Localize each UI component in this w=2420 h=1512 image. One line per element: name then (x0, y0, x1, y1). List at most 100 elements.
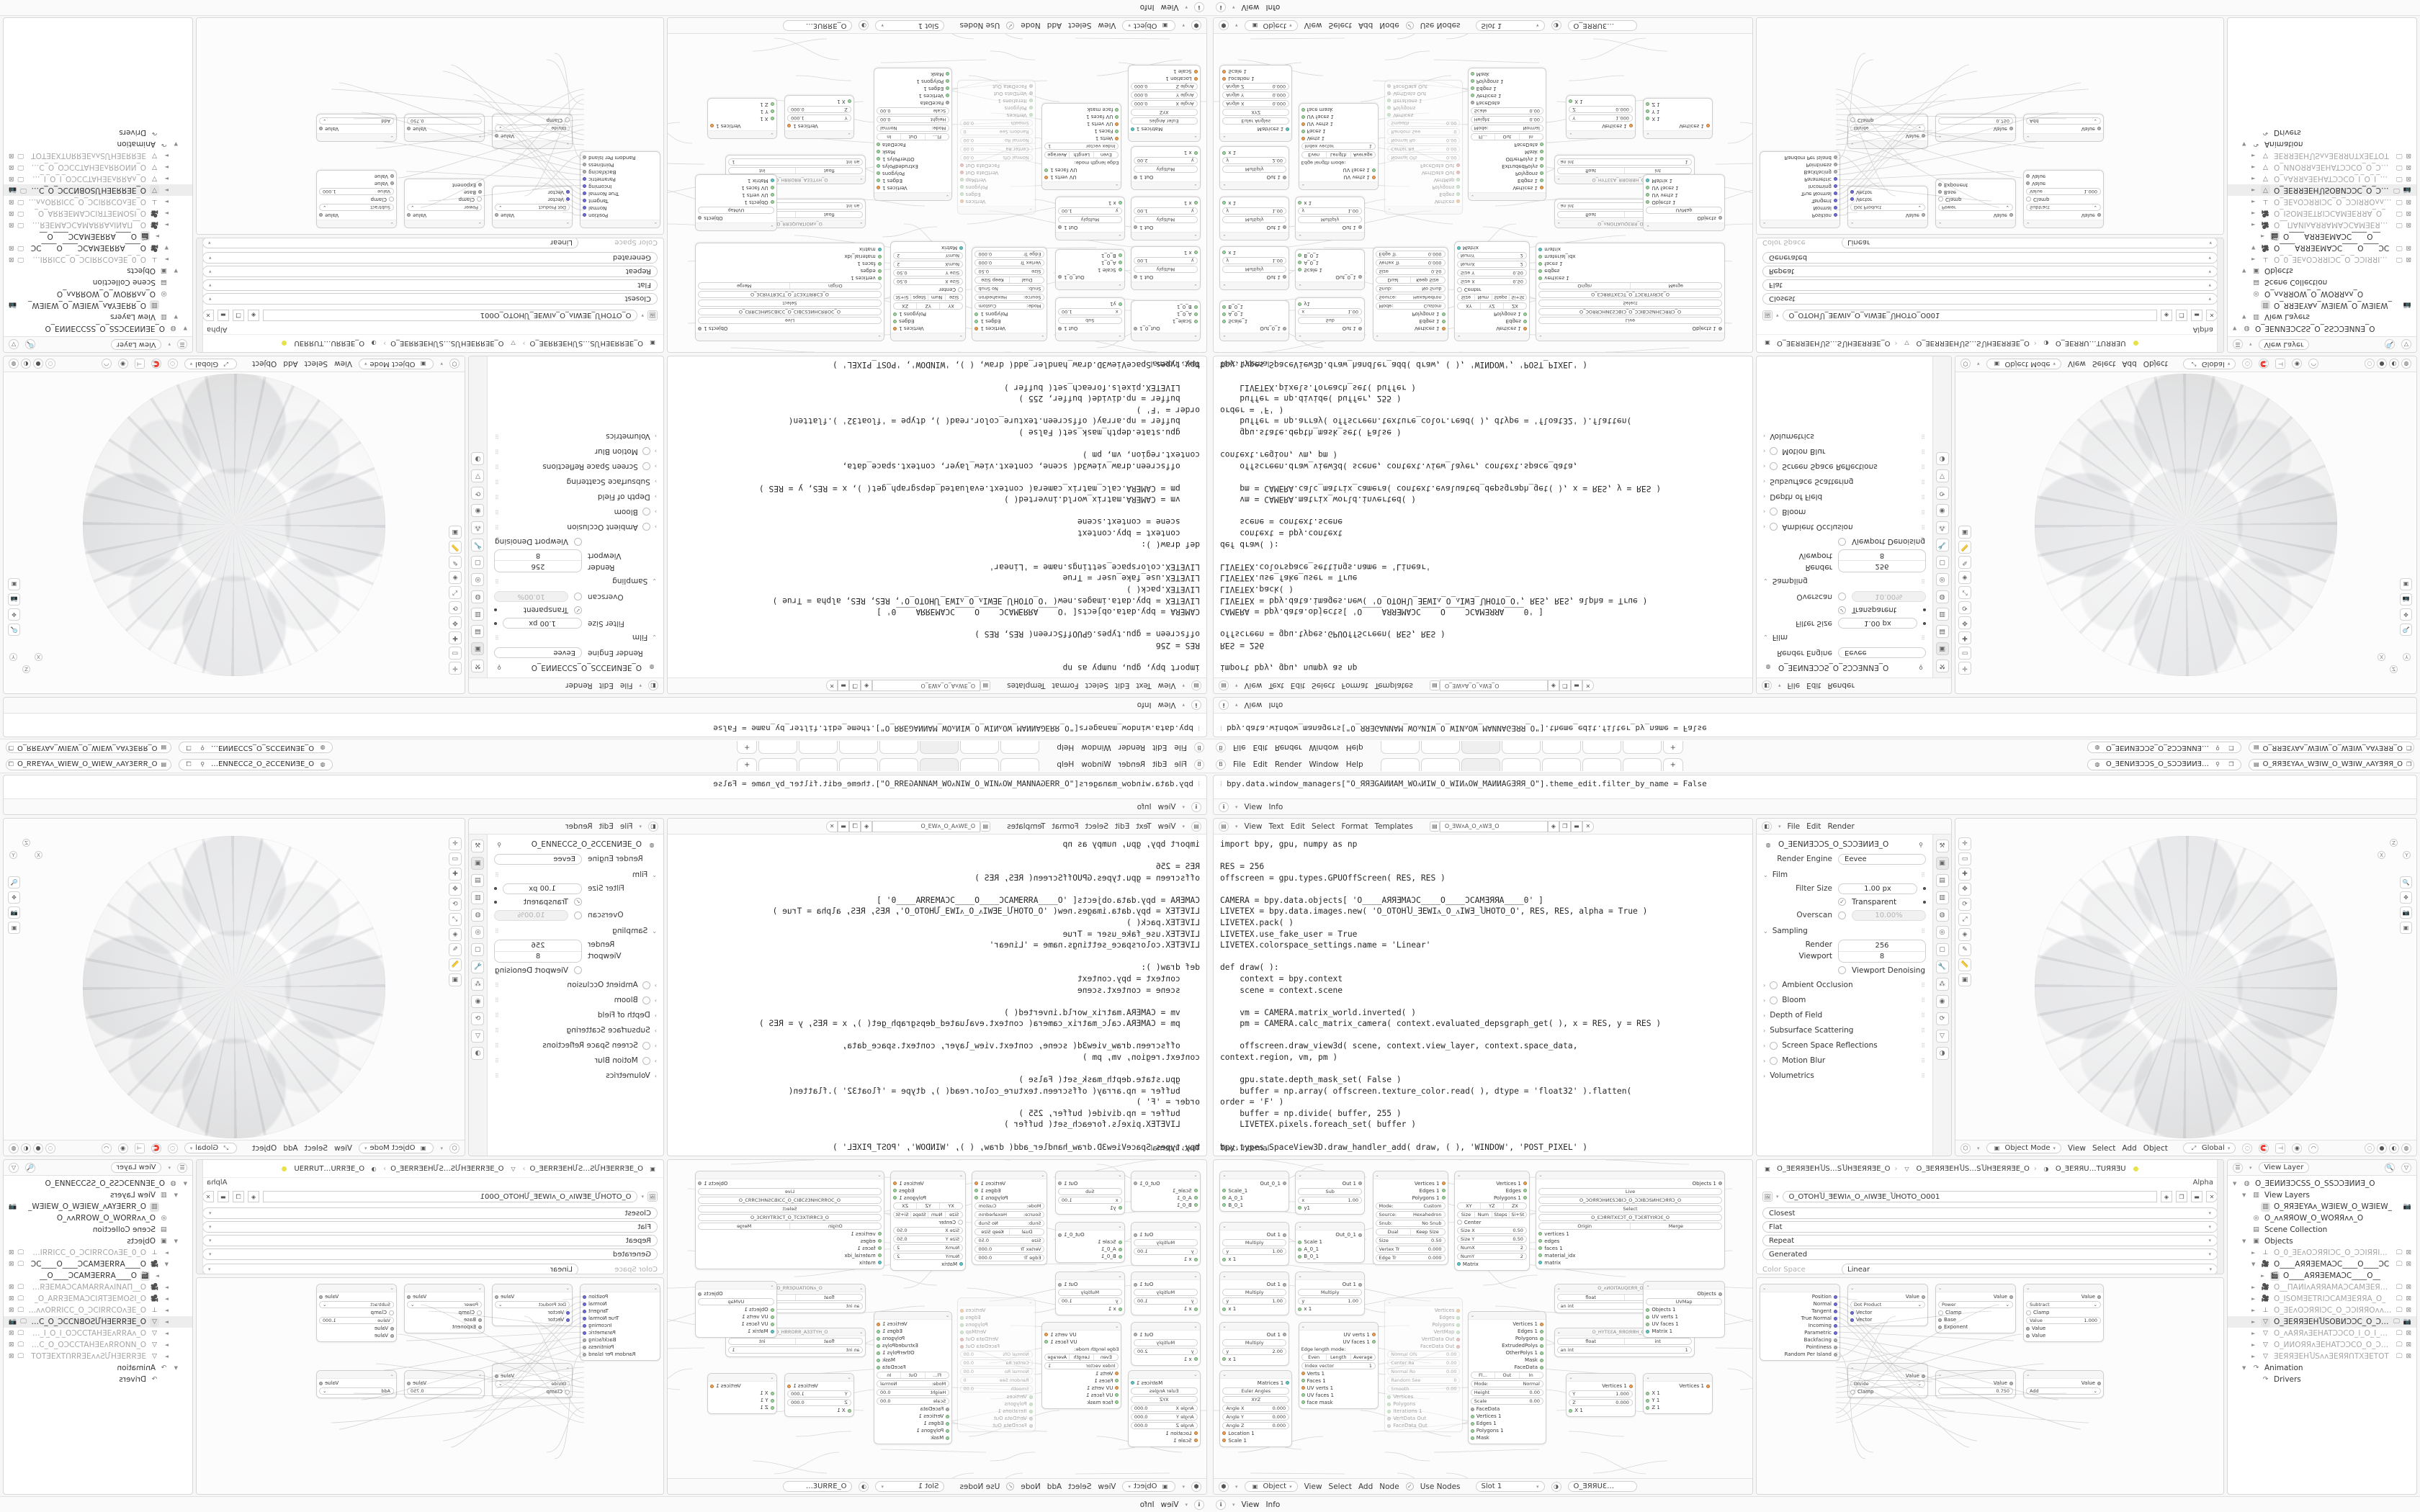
segment-option[interactable]: In (887, 1372, 892, 1378)
node-number-field[interactable]: NumX 2 (1456, 261, 1527, 269)
socket-dot-icon[interactable] (877, 1365, 881, 1369)
menu-window[interactable]: Window (1081, 760, 1111, 769)
socket-dot-icon[interactable] (1358, 225, 1362, 230)
disclosure-open-icon[interactable]: ▼ (174, 314, 178, 320)
add-workspace-button[interactable]: + (736, 757, 758, 771)
socket-dot-icon[interactable] (974, 1182, 979, 1186)
socket-dot-icon[interactable] (1538, 1246, 1543, 1251)
blender-logo-icon[interactable]: B (1194, 742, 1204, 753)
socket-dot-icon[interactable] (1193, 1189, 1198, 1193)
collapse-chevron-icon[interactable]: ⌄ (945, 194, 950, 199)
socket-dot-icon[interactable] (1058, 1282, 1062, 1287)
node-socket[interactable]: True Normal (1762, 191, 1837, 197)
socket-dot-icon[interactable] (1538, 1261, 1543, 1265)
open-folder-icon[interactable]: ▬ (2191, 1191, 2202, 1202)
text-editor-icon[interactable]: ▤ (1219, 680, 1229, 691)
node-uvmap-obj[interactable]: ⌄ Objects UVMap Objects 1 UV verts 1 UV faces… (695, 1281, 777, 1338)
monitor-icon[interactable]: 🖵 (2396, 1284, 2403, 1291)
breadcrumb-mesh[interactable]: O_ƎEЯЯƎEHႮS…SႮHƎEЯЯƎE_O (390, 339, 504, 348)
monitor-icon[interactable]: 🖵 (17, 1284, 24, 1291)
fake-user-shield-icon[interactable]: ◈ (2161, 310, 2172, 321)
material-selector[interactable]: O_ƎЯЯUƐ… (783, 20, 853, 31)
socket-dot-icon[interactable] (1222, 69, 1227, 73)
socket-dot-icon[interactable] (877, 164, 881, 168)
node-geometry-input[interactable]: ⌄ Position Normal Tangent True Normal Incomin… (1760, 151, 1840, 228)
collapse-chevron-icon[interactable]: ⌄ (390, 221, 394, 227)
node-socket[interactable]: X 1 (1569, 99, 1633, 104)
collapse-chevron-icon[interactable]: ⌄ (1114, 183, 1119, 189)
viewport-menu-select[interactable]: Select (304, 1143, 328, 1153)
node-socket[interactable]: material_idx (1538, 1253, 1722, 1259)
outliner-row[interactable]: ► ▽ O_ИИOЯЯᴧƎEHATƆƆCO_O_ƆƆOƆT 🖵 ⊠ (4, 1339, 192, 1351)
outliner-row[interactable]: ◎ O_ᴧᴧЯЯOW_O_WOЯЯᴧᴧ_O (4, 1212, 192, 1224)
menu-file[interactable]: File (1174, 743, 1187, 752)
node-socket[interactable]: matrix (698, 1260, 882, 1266)
socket-dot-icon[interactable] (2097, 127, 2101, 131)
overscan-input[interactable]: 10.00% (494, 591, 568, 603)
node-socket[interactable]: Matrices 1 (1222, 126, 1290, 132)
node-socket[interactable]: Vertices 1 (974, 1181, 1045, 1187)
socket-dot-icon[interactable] (877, 171, 881, 176)
grip-dots[interactable]: ⠿ (494, 1012, 499, 1019)
node-socket[interactable]: Vector (495, 189, 570, 195)
node-number-field[interactable]: x 1.00 (1058, 308, 1122, 316)
node-math-sub-2[interactable]: ⌄ Out 1 Sub x 1.00 y1 (1055, 297, 1125, 342)
outliner-icon[interactable]: ☰ (2233, 339, 2243, 350)
node-socket[interactable]: Out 1 (1058, 1282, 1122, 1287)
socket-dot-icon[interactable] (1569, 99, 1573, 104)
node-socket[interactable]: Scale 1 (1131, 68, 1198, 74)
pivot-icon[interactable]: ◌ (167, 359, 178, 369)
use-nodes-checkbox[interactable] (1006, 22, 1015, 30)
node-socket[interactable]: Faces 1 (1044, 128, 1119, 134)
disclosure-closed-icon[interactable]: ► (164, 1250, 169, 1256)
socket-dot-icon[interactable] (1456, 1308, 1461, 1313)
node-segmented-control[interactable]: Size Num Steps Si+St (1456, 1210, 1527, 1218)
geometry-node-editor-icon[interactable]: ⬢ (1191, 1481, 1201, 1492)
collapse-chevron-icon[interactable]: ⌄ (1193, 1371, 1198, 1377)
socket-dot-icon[interactable] (1130, 127, 1134, 131)
node-socket[interactable]: Backfacing (1762, 169, 1837, 175)
collapse-chevron-icon[interactable]: ⌄ (1569, 131, 1573, 138)
node-socket[interactable]: Scale 1 (1058, 1239, 1122, 1245)
node-socket[interactable]: UV verts 1 (1044, 1385, 1119, 1391)
socket-dot-icon[interactable] (959, 199, 964, 204)
socket-dot-icon[interactable] (959, 163, 964, 168)
node-field[interactable]: Mode: Custom (974, 1202, 1045, 1210)
segment-option[interactable]: Steps (910, 294, 928, 301)
socket-dot-icon[interactable] (1646, 1405, 1650, 1410)
node-header[interactable]: ⌄ (317, 220, 396, 228)
socket-dot-icon[interactable] (495, 1374, 498, 1378)
node-number-field[interactable]: an int 1 (728, 158, 864, 166)
node-socket[interactable]: Out_0_1 (1134, 1181, 1198, 1187)
node-number-field[interactable]: Size X 0.50 (1456, 1226, 1527, 1234)
socket-dot-icon[interactable] (770, 102, 774, 107)
breadcrumb-material[interactable]: O_ƎEЯЯՍ…TՍЯЯƎՍ (2055, 1164, 2126, 1173)
node-menu-add[interactable]: Add (1047, 21, 1062, 30)
outliner-row[interactable]: ▼ ▣ Objects (2228, 265, 2416, 276)
segment-option[interactable]: Keep Size (1416, 1228, 1439, 1235)
disabled-icon[interactable]: ⊠ (2406, 1307, 2411, 1314)
socket-dot-icon[interactable] (974, 319, 979, 323)
node-number-field[interactable]: y 2.00 (1134, 1347, 1198, 1355)
node-socket[interactable]: X 1 (710, 1390, 774, 1396)
tool-tweak-icon[interactable]: ✛ (449, 837, 462, 850)
segment-option[interactable]: XY (1458, 1202, 1481, 1209)
node-socket[interactable]: FaceData (1470, 100, 1543, 106)
node-field[interactable]: Source: Hexahedron (974, 294, 1045, 302)
image-name-field[interactable]: O_OTOHႮ_ƎEWIᴧ_O_ᴧIWƎE_ႮHOTO_O001 (263, 310, 638, 321)
socket-dot-icon[interactable] (959, 1262, 964, 1266)
node-socket[interactable]: Out 1 (1222, 1232, 1286, 1238)
node-socket[interactable]: Edges 1 (1376, 1188, 1446, 1194)
node-checkbox-row[interactable]: Center (1456, 1220, 1527, 1225)
material-selector[interactable]: O_ƎЯЯUƐ… (1567, 20, 1637, 31)
collapse-chevron-icon[interactable]: ⌄ (1375, 1171, 1379, 1178)
node-segmented-control[interactable]: XY YZ ZX (1456, 1202, 1527, 1210)
node-socket[interactable]: Value (1850, 212, 1925, 218)
disclosure-closed-icon[interactable]: ► (2251, 1250, 2256, 1256)
bloom-checkbox[interactable] (642, 996, 650, 1004)
socket-dot-icon[interactable] (1539, 1365, 1543, 1369)
viewport-denoising-checkbox[interactable] (1838, 538, 1846, 546)
monitor-icon[interactable]: 🖵 (17, 1261, 24, 1268)
socket-dot-icon[interactable] (1523, 312, 1527, 316)
socket-dot-icon[interactable] (1222, 76, 1227, 81)
